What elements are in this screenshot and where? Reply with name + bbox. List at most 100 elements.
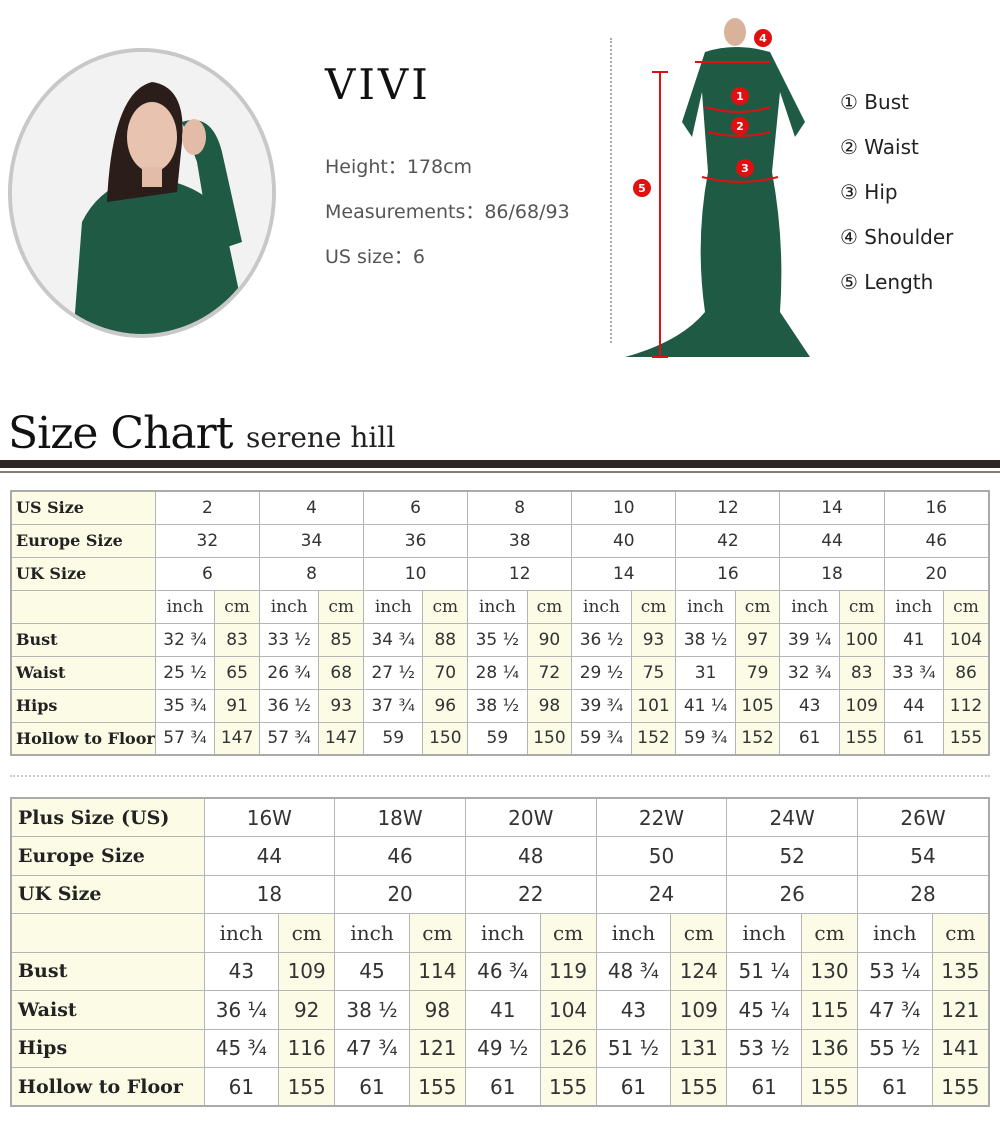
size-cell: 24: [595, 874, 728, 914]
size-cell: 16W: [203, 797, 336, 837]
value-cell: 104: [943, 622, 990, 657]
value-cell: 41 ¼: [675, 688, 736, 723]
size-cell: 34: [258, 523, 365, 558]
row-label: Hips: [10, 1028, 205, 1068]
value-cell: 124: [670, 951, 728, 991]
unit-cell: inch: [857, 913, 933, 953]
value-cell: 72: [526, 655, 573, 690]
row-label: Europe Size: [10, 523, 156, 558]
size-cell: 8: [258, 556, 365, 591]
header-row: US Size 2 4 6 8 10 12 14 16: [10, 490, 990, 525]
unit-cell: inch: [258, 589, 320, 624]
unit-cell: cm: [408, 913, 466, 953]
row-label: US Size: [10, 490, 156, 525]
value-cell: 114: [408, 951, 466, 991]
measurements-label: Measurements：: [325, 201, 485, 223]
unit-cell: cm: [422, 589, 469, 624]
value-cell: 61: [464, 1067, 541, 1107]
size-cell: 16: [883, 490, 990, 525]
measurements-value: 86/68/93: [484, 201, 570, 223]
size-cell: 46: [334, 836, 466, 876]
value-cell: 65: [214, 655, 260, 690]
model-height: Height：178cm: [325, 152, 472, 179]
row-label: Hollow to Floor: [10, 1067, 205, 1107]
value-cell: 126: [539, 1028, 597, 1068]
value-cell: 46 ¾: [464, 951, 541, 991]
value-cell: 130: [800, 951, 859, 991]
unit-row: inch cm inch cm inch cm inch cm inch cm inch cm: [10, 913, 990, 953]
value-cell: 57 ¾: [154, 721, 216, 756]
table-row: Bust 32 ¾ 83 33 ½ 85 34 ¾ 88 35 ½ 90 36 ½ 93 38 ½ 97…: [10, 622, 990, 657]
size-cell: 14: [571, 556, 677, 591]
size-cell: 38: [467, 523, 573, 558]
value-cell: 86: [943, 655, 990, 690]
unit-cell: cm: [943, 589, 990, 624]
model-us-size: US size：6: [325, 242, 425, 269]
unit-cell: cm: [630, 589, 677, 624]
unit-cell: cm: [734, 589, 781, 624]
height-value: 178cm: [406, 156, 473, 178]
size-cell: 22W: [595, 797, 728, 837]
size-cell: 54: [857, 836, 990, 876]
value-cell: 109: [278, 951, 336, 991]
value-cell: 155: [408, 1067, 466, 1107]
value-cell: 61: [779, 721, 840, 756]
value-cell: 92: [278, 990, 336, 1030]
value-cell: 104: [539, 990, 597, 1030]
value-cell: 51 ¼: [726, 951, 802, 991]
size-cell: 28: [857, 874, 990, 914]
value-cell: 155: [838, 721, 885, 756]
value-cell: 83: [838, 655, 885, 690]
row-label: Waist: [10, 990, 205, 1030]
value-cell: 35 ¾: [154, 688, 216, 723]
value-cell: 33 ½: [258, 622, 320, 657]
row-label: Bust: [10, 951, 205, 991]
size-cell: 26: [726, 874, 859, 914]
us-size-label: US size：: [325, 246, 413, 268]
size-cell: 16: [675, 556, 781, 591]
value-cell: 33 ¾: [883, 655, 945, 690]
size-cell: 40: [571, 523, 677, 558]
value-cell: 70: [422, 655, 469, 690]
unit-cell: cm: [931, 913, 990, 953]
value-cell: 98: [408, 990, 466, 1030]
size-cell: 6: [363, 490, 469, 525]
value-cell: 51 ½: [595, 1028, 672, 1068]
size-cell: 18: [203, 874, 336, 914]
unit-cell: cm: [278, 913, 336, 953]
value-cell: 68: [318, 655, 365, 690]
table-row: Waist 36 ¼ 92 38 ½ 98 41 104 43 109 45 ¼ 115 47 ¾ 12…: [10, 990, 990, 1030]
header-row: UK Size 6 8 10 12 14 16 18 20: [10, 556, 990, 591]
value-cell: 45 ¼: [726, 990, 802, 1030]
value-cell: 155: [539, 1067, 597, 1107]
value-cell: 136: [800, 1028, 859, 1068]
value-cell: 96: [422, 688, 469, 723]
value-cell: 59: [363, 721, 424, 756]
value-cell: 43: [595, 990, 672, 1030]
value-cell: 47 ¾: [857, 990, 933, 1030]
value-cell: 135: [931, 951, 990, 991]
value-cell: 150: [422, 721, 469, 756]
row-label: Bust: [10, 622, 156, 657]
value-cell: 59: [467, 721, 528, 756]
value-cell: 28 ¼: [467, 655, 528, 690]
unit-cell: inch: [571, 589, 632, 624]
size-cell: 48: [464, 836, 597, 876]
unit-cell: cm: [800, 913, 859, 953]
title-rule-thin: [0, 471, 1000, 473]
size-cell: 36: [363, 523, 469, 558]
size-cell: 14: [779, 490, 885, 525]
value-cell: 105: [734, 688, 781, 723]
value-cell: 83: [214, 622, 260, 657]
header-row: Plus Size (US) 16W 18W 20W 22W 24W 26W: [10, 797, 990, 837]
marker-3: 3: [741, 162, 749, 175]
marker-5: 5: [638, 182, 646, 195]
value-cell: 41: [464, 990, 541, 1030]
unit-cell: inch: [467, 589, 528, 624]
value-cell: 53 ½: [726, 1028, 802, 1068]
value-cell: 112: [943, 688, 990, 723]
value-cell: 93: [630, 622, 677, 657]
value-cell: 61: [334, 1067, 410, 1107]
